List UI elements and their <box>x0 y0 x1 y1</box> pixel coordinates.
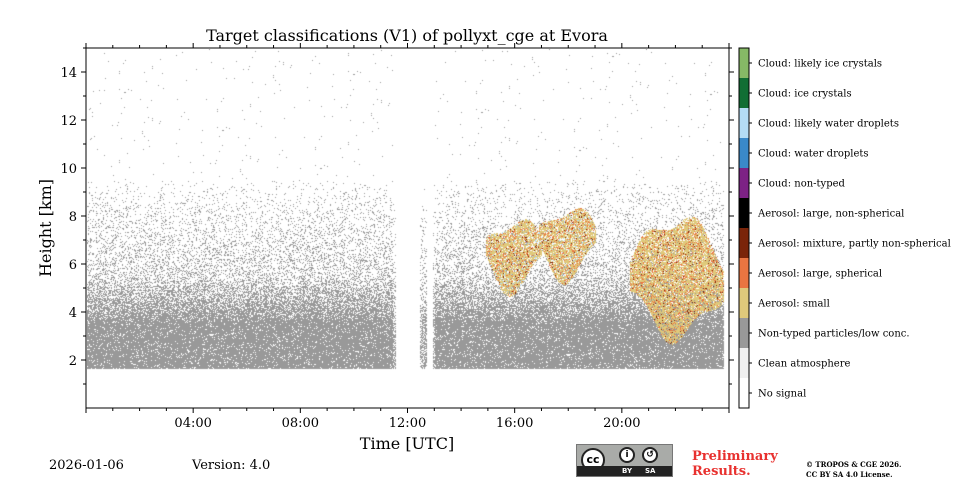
y-axis: 2 4 6 8 10 12 14 <box>60 47 734 385</box>
y-axis-label: Height [km] <box>36 179 55 277</box>
preliminary-notice: Preliminary Results. <box>692 449 778 479</box>
x-axis: 04:00 08:00 12:00 16:00 20:00 <box>85 43 730 431</box>
license-by-label: BY <box>622 467 633 475</box>
share-alike-icon: ↺ <box>642 447 658 463</box>
copyright-line-2: CC BY SA 4.0 License. <box>806 470 893 479</box>
legend-swatch <box>739 318 749 348</box>
y-tick-label: 12 <box>60 114 77 129</box>
legend-label: Non-typed particles/low conc. <box>758 329 910 340</box>
legend-label: Aerosol: large, spherical <box>757 269 882 280</box>
legend-label: Cloud: likely ice crystals <box>758 59 882 70</box>
legend-label: Aerosol: mixture, partly non-spherical <box>757 239 951 250</box>
y-tick-label: 4 <box>69 306 77 321</box>
legend-swatch <box>739 78 749 108</box>
x-tick-label: 12:00 <box>389 416 426 431</box>
copyright-line-1: © TROPOS & CGE 2026. <box>806 460 902 469</box>
y-tick-label: 14 <box>60 66 77 81</box>
legend-label: Cloud: likely water droplets <box>758 119 899 130</box>
classification-raster-image <box>87 49 728 407</box>
legend-swatch <box>739 288 749 318</box>
legend-swatch <box>739 378 749 408</box>
legend-frame <box>738 47 750 409</box>
y-tick-label: 2 <box>69 354 77 369</box>
legend-swatch <box>739 198 749 228</box>
legend-swatch <box>739 48 749 78</box>
x-tick-label: 08:00 <box>282 416 319 431</box>
legend-label: Aerosol: small <box>757 299 830 310</box>
legend-swatch <box>739 168 749 198</box>
classification-raster <box>87 49 728 407</box>
legend-label: Cloud: water droplets <box>758 149 869 160</box>
legend-label: No signal <box>758 389 806 400</box>
preliminary-line-2: Results. <box>692 464 751 479</box>
legend-swatch <box>739 348 749 378</box>
chart-title: Target classifications (V1) of pollyxt_c… <box>206 26 608 45</box>
x-tick-label: 20:00 <box>603 416 640 431</box>
license-sa-label: SA <box>645 467 656 475</box>
y-tick-label: 10 <box>60 162 77 177</box>
x-tick-label: 16:00 <box>496 416 533 431</box>
legend-swatch <box>739 138 749 168</box>
preliminary-line-1: Preliminary <box>692 449 778 464</box>
legend-label: Clean atmosphere <box>758 359 851 370</box>
legend-swatch <box>739 228 749 258</box>
cc-license-badge: cc i ↺ BY SA <box>576 444 673 477</box>
version-label: Version: 4.0 <box>192 458 271 473</box>
copyright-notice: © TROPOS & CGE 2026. CC BY SA 4.0 Licens… <box>806 460 901 480</box>
date-label: 2026-01-06 <box>49 458 124 473</box>
x-tick-label: 04:00 <box>174 416 211 431</box>
y-tick-label: 6 <box>69 258 77 273</box>
x-axis-label: Time [UTC] <box>360 434 454 453</box>
colorbar-legend: No signal Clean atmosphere Non-typed parti… <box>738 47 951 409</box>
legend-label: Cloud: ice crystals <box>758 89 852 100</box>
legend-label: Aerosol: large, non-spherical <box>757 209 904 220</box>
legend-label: Cloud: non-typed <box>758 179 846 190</box>
attribution-icon: i <box>619 447 635 463</box>
y-tick-label: 8 <box>69 210 77 225</box>
legend-swatch <box>739 258 749 288</box>
license-bar <box>577 466 672 476</box>
legend-swatch <box>739 108 749 138</box>
